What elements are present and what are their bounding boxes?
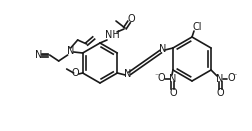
Text: N: N xyxy=(169,74,177,84)
Text: O: O xyxy=(127,14,135,24)
Text: N: N xyxy=(216,74,224,84)
Text: N: N xyxy=(35,50,42,59)
Text: Cl: Cl xyxy=(192,22,202,32)
Text: O: O xyxy=(157,73,165,83)
Text: ⁻: ⁻ xyxy=(233,72,237,81)
Text: N: N xyxy=(159,44,167,54)
Text: N: N xyxy=(67,46,74,56)
Text: O: O xyxy=(72,68,79,78)
Text: NH: NH xyxy=(105,30,119,40)
Text: O: O xyxy=(216,88,224,98)
Text: ⁻: ⁻ xyxy=(155,72,159,81)
Text: O: O xyxy=(227,73,235,83)
Text: O: O xyxy=(169,88,177,98)
Text: N: N xyxy=(124,69,131,79)
